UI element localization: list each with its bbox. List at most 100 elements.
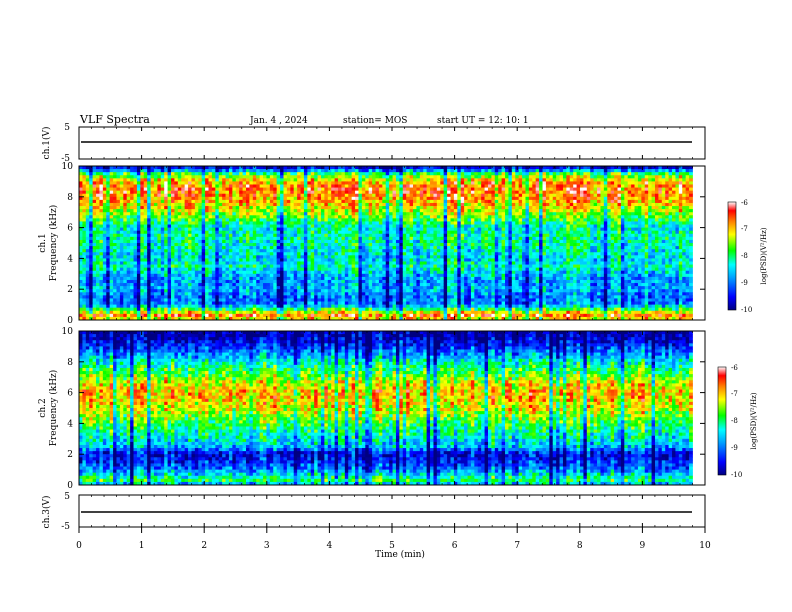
spectrogram-cell	[416, 181, 421, 185]
spectrogram-cell	[96, 221, 100, 225]
spectrogram-cell	[378, 273, 383, 278]
spectrogram-cell	[317, 236, 322, 241]
spectrogram-cell	[276, 310, 281, 315]
spectrogram-cell	[215, 301, 220, 305]
spectrogram-cell	[126, 202, 131, 207]
spectrogram-cell	[256, 169, 261, 173]
spectrogram-cell	[225, 169, 230, 173]
spectrogram-cell	[177, 292, 182, 296]
spectrogram-cell	[355, 187, 359, 192]
spectrogram-cell	[191, 212, 196, 216]
spectrogram-cell	[269, 227, 274, 232]
spectrogram-cell	[99, 276, 104, 281]
spectrogram-cell	[338, 283, 342, 287]
spectrogram-cell	[109, 209, 114, 213]
spectrogram-cell	[153, 218, 158, 222]
spectrogram-cell	[191, 313, 196, 318]
spectrogram-cell	[399, 304, 404, 309]
spectrogram-cell	[147, 172, 151, 176]
spectrogram-cell	[252, 255, 257, 259]
spectrogram-cell	[211, 239, 216, 244]
spectrogram-cell	[406, 199, 410, 204]
spectrogram-cell	[191, 307, 196, 312]
spectrogram-cell	[79, 310, 83, 315]
spectrogram-cell	[317, 298, 322, 302]
spectrogram-cell	[130, 178, 134, 182]
spectrogram-cell	[130, 298, 134, 302]
spectrogram-cell	[375, 295, 380, 299]
spectrogram-cell	[235, 249, 240, 253]
spectrogram-cell	[348, 233, 353, 238]
spectrogram-cell	[79, 246, 83, 250]
spectrogram-cell	[286, 261, 291, 265]
spectrogram-cell	[409, 246, 414, 250]
spectrogram-cell	[167, 224, 172, 228]
spectrogram-cell	[208, 289, 213, 293]
spectrogram-cell	[249, 236, 254, 241]
spectrogram-cell	[358, 187, 363, 192]
spectrogram-cell	[307, 196, 312, 201]
spectrogram-cell	[348, 184, 353, 188]
spectrogram-cell	[300, 212, 305, 216]
spectrogram-cell	[389, 215, 393, 219]
spectrogram-cell	[361, 249, 366, 253]
spectrogram-cell	[188, 283, 192, 287]
spectrogram-cell	[147, 227, 151, 232]
spectrogram-cell	[205, 249, 209, 253]
spectrogram-cell	[184, 181, 189, 185]
spectrogram-cell	[256, 273, 261, 278]
spectrogram-cell	[188, 227, 192, 232]
spectrogram-cell	[324, 209, 329, 213]
spectrogram-cell	[201, 221, 206, 225]
spectrogram-cell	[286, 276, 291, 281]
spectrogram-cell	[290, 196, 295, 201]
spectrogram-cell	[184, 261, 189, 265]
spectrogram-cell	[130, 292, 134, 296]
spectrogram-cell	[338, 184, 342, 188]
spectrogram-cell	[157, 221, 162, 225]
spectrogram-cell	[276, 246, 281, 250]
spectrogram-cell	[406, 267, 410, 272]
spectrogram-cell	[82, 224, 87, 228]
spectrogram-cell	[273, 316, 278, 321]
spectrogram-cell	[252, 209, 257, 213]
spectrogram-cell	[293, 243, 298, 247]
spectrogram-cell	[372, 166, 376, 170]
spectrogram-cell	[399, 273, 404, 278]
spectrogram-cell	[177, 295, 182, 299]
spectrogram-cell	[413, 310, 417, 315]
spectrogram-cell	[181, 304, 186, 309]
spectrogram-cell	[263, 199, 267, 204]
spectrogram-cell	[79, 178, 83, 182]
spectrogram-cell	[402, 218, 407, 222]
spectrogram-cell	[372, 178, 376, 182]
spectrogram-cell	[109, 292, 114, 296]
spectrogram-cell	[348, 196, 353, 201]
spectrogram-cell	[259, 221, 264, 225]
spectrogram-cell	[160, 239, 165, 244]
spectrogram-cell	[389, 166, 393, 170]
spectrogram-cell	[413, 184, 417, 188]
spectrogram-cell	[92, 166, 97, 170]
spectrogram-cell	[181, 184, 186, 188]
spectrogram-cell	[235, 193, 240, 198]
spectrogram-cell	[167, 209, 172, 213]
spectrogram-cell	[106, 227, 111, 232]
spectrogram-cell	[82, 252, 87, 256]
spectrogram-cell	[409, 199, 414, 204]
spectrogram-cell	[116, 233, 121, 238]
spectrogram-cell	[157, 286, 162, 290]
spectrogram-cell	[171, 243, 175, 247]
spectrogram-cell	[157, 246, 162, 250]
spectrogram-cell	[361, 298, 366, 302]
spectrogram-cell	[242, 209, 247, 213]
spectrogram-cell	[361, 239, 366, 244]
spectrogram-cell	[242, 261, 247, 265]
spectrogram-cell	[269, 304, 274, 309]
spectrogram-cell	[303, 221, 308, 225]
spectrogram-cell	[198, 184, 203, 188]
spectrogram-cell	[317, 270, 322, 275]
spectrogram-cell	[392, 267, 397, 272]
spectrogram-cell	[276, 264, 281, 269]
spectrogram-cell	[399, 255, 404, 259]
